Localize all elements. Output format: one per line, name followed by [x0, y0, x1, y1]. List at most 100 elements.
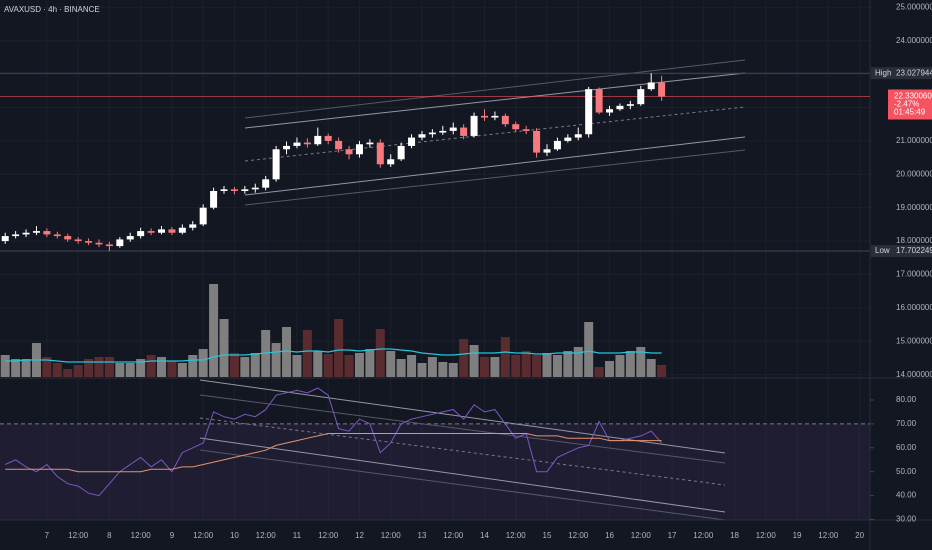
candle-body [137, 231, 145, 237]
y-tick-label: 70.00 [896, 419, 917, 428]
x-tick-label: 12:00 [568, 531, 589, 540]
x-tick-label: 14 [480, 531, 489, 540]
chart-title: AVAXUSD · 4h · BINANCE [4, 5, 100, 14]
x-tick-label: 12:00 [381, 531, 402, 540]
candle-body [533, 130, 541, 153]
volume-ma-line [5, 348, 662, 363]
y-tick-label: 21.0000000 [896, 136, 932, 145]
volume-bar [84, 359, 94, 377]
candle-body [168, 229, 176, 233]
volume-bar [605, 361, 615, 377]
volume-bar [563, 351, 573, 377]
candle-body [335, 140, 343, 150]
last-price-label: 22.3300609 [894, 92, 932, 101]
volume-bar [167, 361, 177, 377]
candle-body [32, 231, 40, 233]
x-tick-label: 20 [855, 531, 864, 540]
volume-bar [94, 357, 104, 377]
candle-body [606, 109, 614, 113]
candle-body [387, 159, 395, 165]
volume-bar [386, 351, 396, 377]
rsi-channel-line [199, 449, 726, 521]
x-tick-label: 17 [668, 531, 677, 540]
volume-bar [615, 355, 625, 377]
candle-body [595, 89, 603, 113]
volume-bar [334, 319, 344, 377]
volume-bar [584, 322, 594, 377]
candle-body [85, 241, 93, 243]
volume-bar [407, 355, 417, 377]
y-tick-label: 50.00 [896, 467, 917, 476]
candle-body [439, 130, 447, 133]
candle-body [574, 134, 582, 138]
high-value-label: 23.0279443 [896, 68, 932, 77]
y-tick-label: 25.0000000 [896, 2, 932, 11]
volume-bar [552, 355, 562, 377]
volume-bar [188, 355, 198, 377]
candle-body [157, 229, 165, 233]
volume-bar [459, 339, 469, 377]
x-tick-label: 12:00 [756, 531, 777, 540]
x-tick-label: 12:00 [506, 531, 527, 540]
volume-bar [657, 365, 667, 377]
high-label: High [875, 68, 891, 77]
x-tick-label: 12:00 [193, 531, 214, 540]
volume-bar [73, 365, 83, 377]
candle-body [314, 135, 322, 145]
volume-bar [417, 363, 427, 377]
volume-bar [532, 355, 542, 377]
candle-body [303, 142, 311, 145]
rsi-band [0, 423, 870, 520]
candle-body [647, 82, 655, 90]
candle-body [522, 129, 530, 131]
volume-bar [42, 357, 52, 377]
y-tick-label: 17.0000000 [896, 270, 932, 279]
volume-bar [500, 337, 510, 377]
candle-body [355, 144, 363, 155]
candle-body [366, 142, 374, 145]
candle-body [220, 189, 228, 192]
candle-body [293, 142, 301, 146]
candle-body [230, 189, 238, 192]
volume-bar [365, 349, 375, 377]
candle-body [564, 137, 572, 141]
candle-body [22, 232, 30, 235]
volume-bar [302, 330, 312, 377]
x-tick-label: 12:00 [631, 531, 652, 540]
candle-body [585, 89, 593, 135]
volume-bar [229, 353, 239, 377]
volume-bar [323, 354, 333, 377]
x-tick-label: 11 [293, 531, 302, 540]
volume-bar [646, 359, 656, 377]
volume-bar [344, 355, 354, 377]
candle-body [637, 89, 645, 105]
candle-body [616, 105, 624, 110]
volume-bar [521, 351, 531, 377]
y-tick-label: 14.0000000 [896, 370, 932, 379]
candle-body [1, 236, 9, 242]
y-tick-label: 16.0000000 [896, 303, 932, 312]
x-tick-label: 12:00 [443, 531, 464, 540]
candle-body [251, 187, 259, 190]
channel-line [244, 136, 746, 196]
candle-body [626, 104, 634, 106]
candle-body [418, 134, 426, 138]
candle-body [262, 179, 270, 188]
volume-bar [354, 353, 364, 377]
y-tick-label: 24.0000000 [896, 36, 932, 45]
volume-bar [146, 355, 156, 377]
volume-bar [219, 319, 229, 377]
x-tick-label: 18 [730, 531, 739, 540]
x-tick-label: 12:00 [131, 531, 152, 540]
volume-bar [625, 351, 635, 377]
volume-bar [104, 357, 114, 377]
x-tick-label: 10 [230, 531, 239, 540]
x-tick-label: 12:00 [693, 531, 714, 540]
volume-bar [198, 349, 208, 377]
candle-body [543, 149, 551, 153]
candle-body [428, 132, 436, 135]
x-tick-label: 8 [107, 531, 112, 540]
y-tick-label: 60.00 [896, 443, 917, 452]
